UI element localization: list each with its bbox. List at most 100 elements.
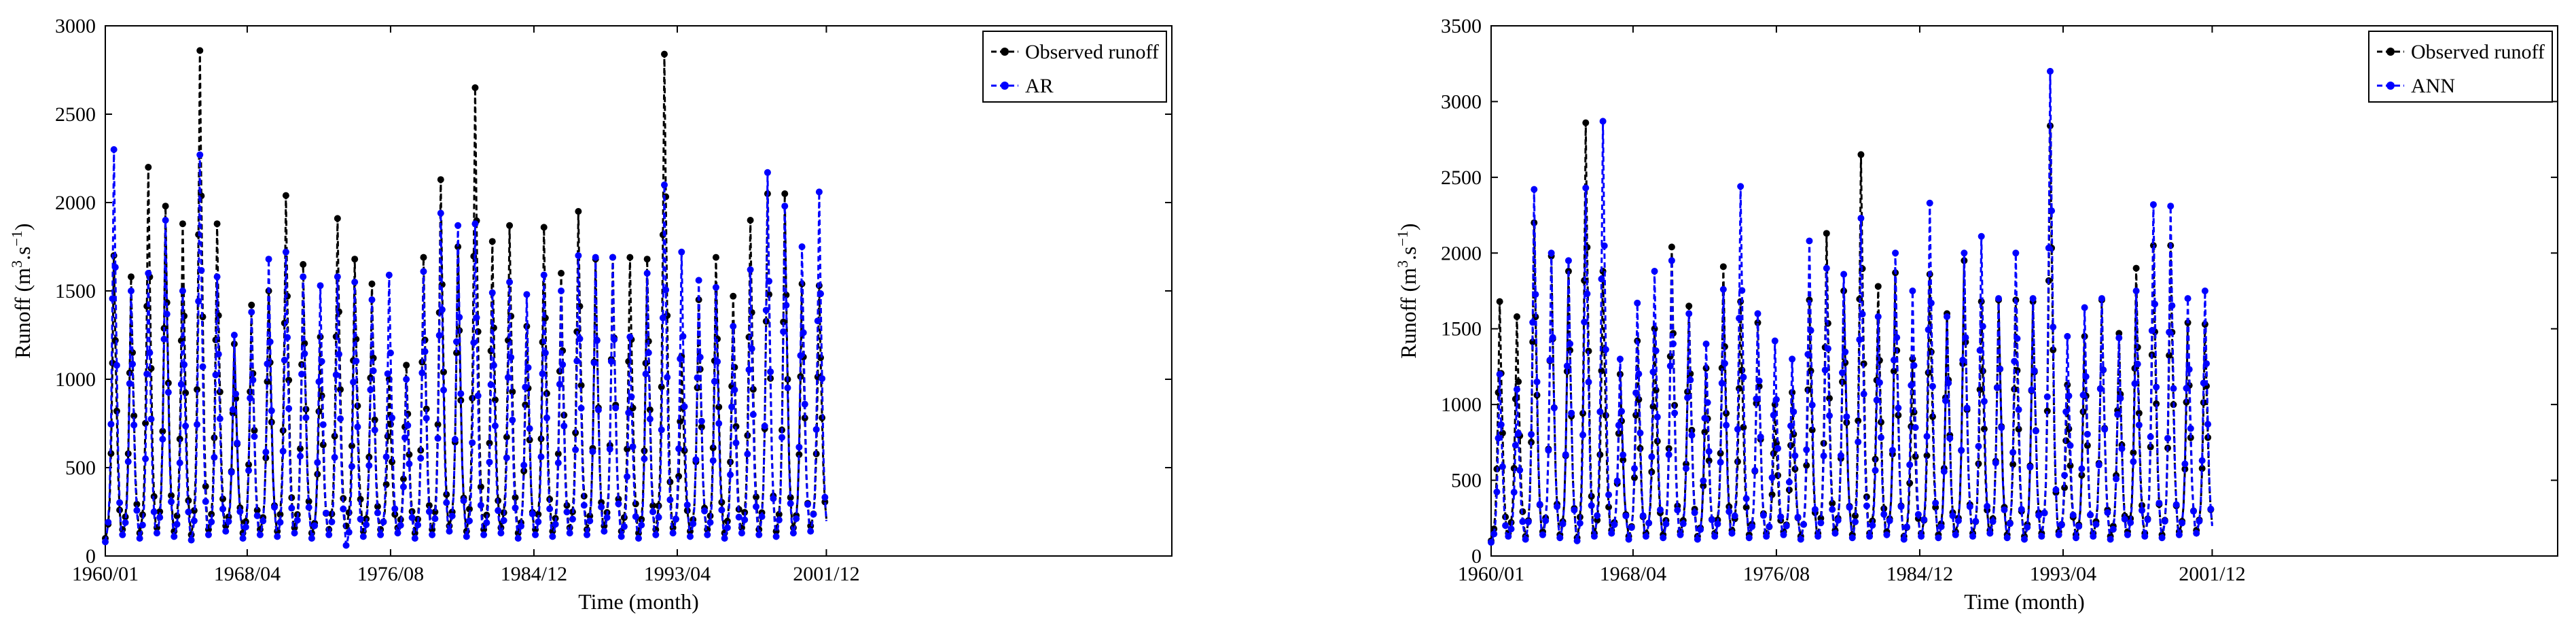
- series-point-1: [187, 536, 195, 544]
- legend-swatch-marker: [2386, 48, 2395, 56]
- series-point-1: [1731, 512, 1738, 520]
- series-point-1: [535, 518, 542, 525]
- series-point-1: [1635, 370, 1643, 378]
- series-point-0: [305, 498, 312, 505]
- series-point-1: [404, 421, 412, 429]
- series-point-1: [1708, 516, 1715, 523]
- series-point-1: [1962, 334, 1969, 341]
- series-point-0: [434, 421, 442, 428]
- y-axis-label-mid: .s: [1396, 247, 1420, 260]
- series-point-1: [2172, 501, 2180, 508]
- series-point-1: [503, 454, 510, 462]
- series-point-1: [1524, 518, 1532, 525]
- series-point-1: [664, 374, 671, 381]
- x-axis-label: Time (month): [578, 589, 699, 614]
- series-point-1: [199, 363, 207, 370]
- series-point-1: [208, 518, 215, 525]
- plot-frame: [1490, 25, 2558, 557]
- series-point-1: [298, 370, 306, 378]
- y-tick-label: 3000: [55, 15, 96, 37]
- series-point-0: [1826, 395, 1833, 402]
- series-point-1: [110, 146, 118, 153]
- series-point-1: [1564, 257, 1572, 264]
- series-point-1: [1700, 477, 1707, 485]
- series-point-1: [1502, 522, 1509, 529]
- series-point-1: [497, 529, 505, 537]
- series-point-1: [2083, 430, 2091, 438]
- series-point-1: [624, 473, 631, 481]
- series-point-1: [767, 368, 774, 375]
- series-point-1: [1857, 215, 1865, 222]
- series-point-0: [1976, 386, 1984, 394]
- series-point-1: [658, 426, 665, 434]
- series-point-1: [2148, 327, 2155, 334]
- series-point-1: [1855, 438, 1862, 446]
- x-tick-label: 1960/01: [72, 563, 139, 585]
- series-point-1: [1723, 421, 1730, 429]
- series-point-1: [332, 371, 340, 379]
- series-point-1: [698, 417, 705, 425]
- series-point-1: [215, 351, 222, 358]
- series-point-1: [1935, 534, 1942, 542]
- series-point-1: [406, 460, 413, 468]
- series-point-1: [2100, 366, 2107, 374]
- series-point-1: [264, 360, 271, 368]
- series-point-1: [1590, 533, 1598, 540]
- series-point-1: [744, 450, 751, 457]
- series-point-1: [780, 328, 787, 335]
- series-point-1: [446, 527, 453, 535]
- series-point-1: [293, 517, 301, 524]
- series-point-1: [480, 531, 488, 538]
- series-point-1: [453, 338, 461, 345]
- series-point-1: [2062, 408, 2070, 415]
- series-point-0: [2166, 351, 2173, 359]
- series-point-1: [353, 358, 360, 365]
- series-point-1: [1952, 531, 1959, 538]
- series-point-1: [1897, 503, 1905, 510]
- series-point-1: [2065, 392, 2073, 400]
- series-point-0: [2135, 409, 2143, 417]
- series-point-1: [745, 366, 753, 374]
- series-point-1: [2134, 360, 2141, 368]
- series-point-1: [1866, 533, 1874, 540]
- series-point-1: [1717, 459, 1724, 466]
- series-point-1: [116, 499, 124, 506]
- series-layer: [102, 47, 829, 549]
- series-point-1: [399, 483, 407, 491]
- series-point-1: [429, 531, 436, 538]
- series-point-1: [2072, 534, 2079, 542]
- series-point-1: [1533, 378, 1541, 385]
- series-point-1: [2092, 521, 2100, 528]
- series-point-1: [1682, 465, 1689, 472]
- series-point-1: [2130, 458, 2137, 466]
- series-point-1: [2064, 332, 2071, 340]
- series-point-1: [2179, 519, 2186, 527]
- series-point-1: [1725, 508, 1733, 515]
- series-point-1: [662, 286, 670, 294]
- series-point-1: [222, 527, 230, 535]
- series-point-1: [245, 467, 253, 474]
- series-point-0: [1685, 302, 1693, 310]
- series-point-1: [1840, 271, 1848, 278]
- series-point-0: [133, 500, 141, 508]
- series-point-1: [1691, 509, 1698, 517]
- series-point-1: [1863, 502, 1870, 510]
- series-point-0: [624, 445, 631, 453]
- series-point-0: [1823, 230, 1830, 237]
- series-point-0: [1890, 368, 1897, 375]
- series-point-1: [2082, 373, 2090, 381]
- series-point-1: [741, 516, 749, 523]
- series-point-1: [2046, 67, 2054, 75]
- series-point-1: [1642, 533, 1649, 540]
- series-point-1: [168, 498, 175, 506]
- series-point-0: [337, 386, 344, 394]
- series-point-0: [554, 450, 562, 457]
- series-point-1: [1998, 424, 2005, 432]
- series-point-1: [423, 415, 430, 422]
- series-point-0: [730, 292, 737, 300]
- series-point-1: [230, 332, 238, 338]
- series-point-1: [1751, 467, 1759, 474]
- series-point-1: [762, 307, 770, 314]
- series-point-1: [401, 434, 409, 441]
- series-point-1: [1651, 268, 1658, 275]
